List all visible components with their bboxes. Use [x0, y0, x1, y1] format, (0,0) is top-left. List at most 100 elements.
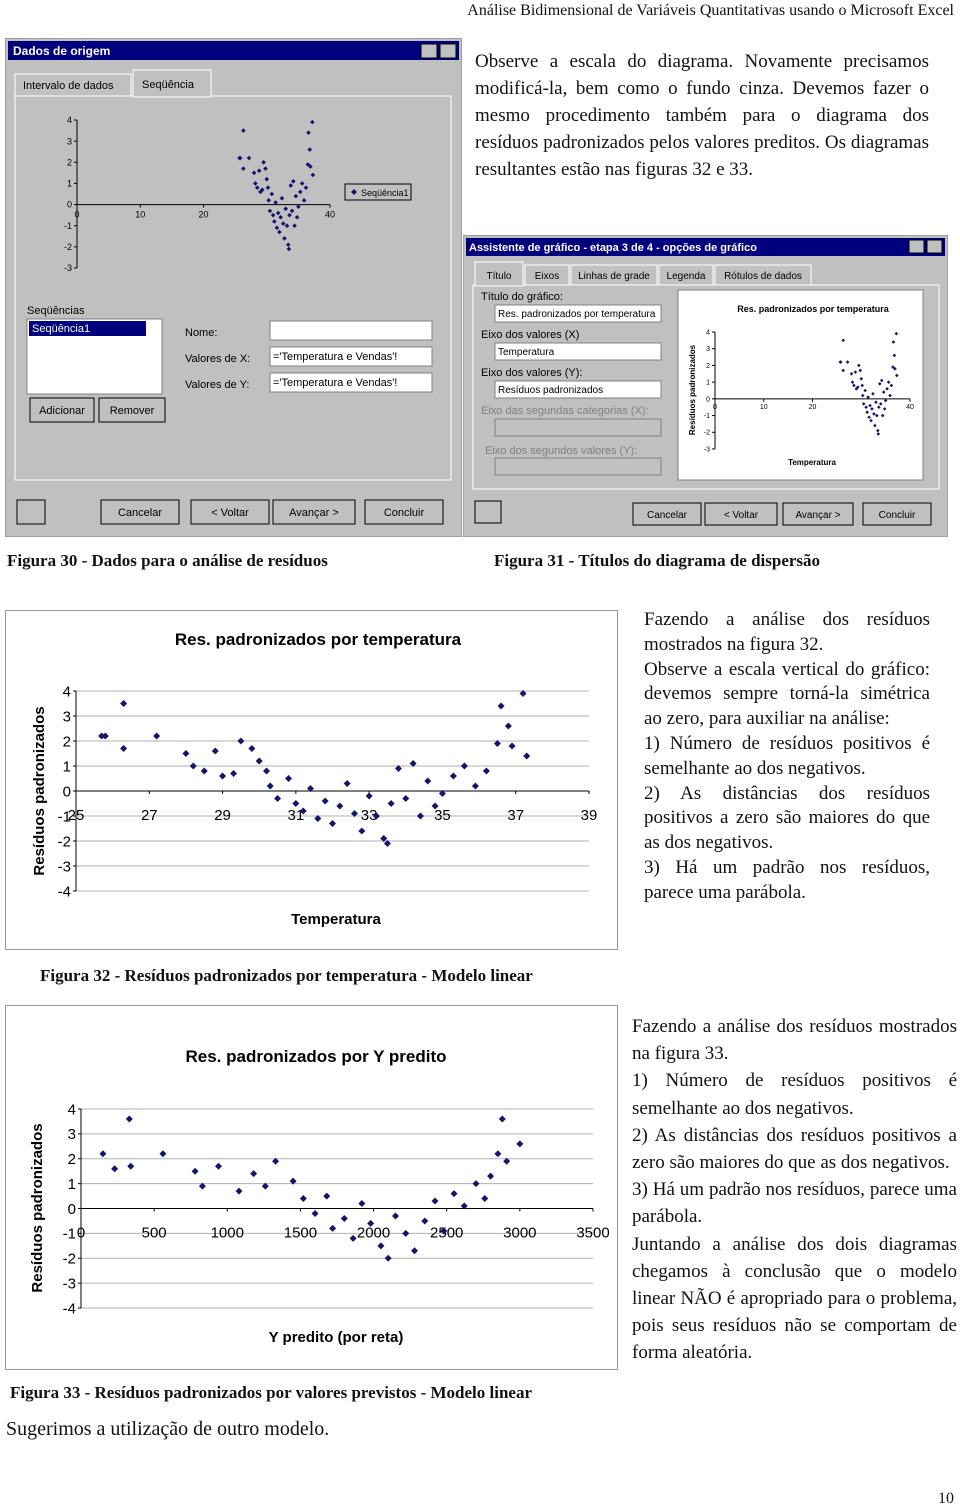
button[interactable]: [862, 502, 932, 526]
data-point: [235, 1187, 243, 1195]
tab-selected[interactable]: [474, 261, 524, 287]
help-button[interactable]: [908, 239, 925, 254]
data-point: [261, 1182, 269, 1190]
data-point: [336, 802, 344, 810]
data-point: [211, 747, 219, 755]
close-button[interactable]: [926, 239, 943, 254]
tab-label[interactable]: Intervalo de dados: [23, 80, 114, 92]
field-value[interactable]: Res. padronizados por temperatura: [498, 309, 656, 320]
y-tick-label: 2: [706, 363, 710, 370]
button[interactable]: [782, 502, 854, 526]
button-label[interactable]: Adicionar: [39, 405, 85, 417]
button-label[interactable]: Avançar >: [795, 510, 840, 521]
data-point: [358, 827, 366, 835]
data-point: [299, 181, 305, 186]
data-point: [274, 225, 280, 231]
data-point: [411, 1247, 419, 1255]
field-value[interactable]: Resíduos padronizados: [498, 385, 603, 396]
help-button[interactable]: [16, 499, 46, 525]
chart: Res. padronizados por Y predito Y predit…: [5, 1005, 618, 1370]
data-point: [270, 212, 276, 218]
input-field[interactable]: [269, 320, 433, 341]
tab-label[interactable]: Seqüência: [142, 79, 195, 91]
tab[interactable]: [570, 264, 658, 286]
button-label[interactable]: < Voltar: [724, 510, 759, 521]
chart-title: Res. padronizados por Y predito: [185, 1047, 446, 1066]
data-point: [286, 246, 292, 252]
data-point: [269, 191, 275, 197]
field-label-disabled: Eixo dos segundos valores (Y):: [485, 445, 637, 457]
button[interactable]: [632, 502, 702, 526]
data-point: [251, 170, 257, 176]
data-point: [307, 785, 315, 792]
data-point: [460, 1202, 468, 1210]
help-button[interactable]: [474, 500, 502, 524]
button[interactable]: [98, 397, 166, 423]
tab[interactable]: [524, 264, 570, 286]
data-point: [384, 1254, 392, 1262]
data-point: [101, 732, 109, 740]
data-point: [882, 407, 887, 411]
button-label[interactable]: Concluir: [384, 507, 425, 519]
y-tick-label: 4: [63, 683, 71, 700]
data-point: [253, 181, 258, 186]
button-label[interactable]: Concluir: [879, 510, 916, 521]
data-point: [881, 390, 886, 394]
x-tick-label: 500: [142, 1225, 167, 1242]
data-point: [343, 780, 351, 787]
list-item[interactable]: Seqüência1: [32, 323, 90, 335]
data-point: [416, 812, 424, 820]
close-button[interactable]: [439, 43, 457, 59]
tab-label[interactable]: Linhas de grade: [578, 271, 650, 282]
button-label[interactable]: Remover: [110, 405, 155, 417]
help-button[interactable]: [420, 43, 438, 59]
field-label: Seqüências: [27, 305, 85, 317]
field-value[interactable]: ='Temperatura e Vendas'!: [273, 351, 397, 363]
tab[interactable]: [14, 73, 132, 97]
tab[interactable]: [658, 264, 714, 286]
button[interactable]: [704, 502, 778, 526]
data-point: [880, 413, 885, 418]
button[interactable]: [190, 499, 270, 525]
data-point: [297, 189, 303, 195]
tab[interactable]: [714, 264, 812, 286]
field-value[interactable]: Temperatura: [498, 347, 555, 358]
input-field[interactable]: [269, 346, 433, 367]
input-field[interactable]: [494, 380, 662, 399]
input-field[interactable]: [269, 372, 433, 393]
list-selection[interactable]: [29, 321, 146, 336]
button[interactable]: [364, 499, 444, 525]
field-value[interactable]: ='Temperatura e Vendas'!: [273, 377, 397, 389]
chart-title: Res. padronizados por temperatura: [175, 630, 462, 649]
tab-label[interactable]: Título: [486, 271, 511, 282]
button-label[interactable]: Cancelar: [118, 507, 162, 519]
y-tick-label: -4: [63, 1300, 76, 1317]
tab-label[interactable]: Eixos: [535, 271, 559, 282]
button[interactable]: [100, 499, 180, 525]
data-point: [504, 722, 512, 730]
dialog: Dados de origem Intervalo de dados Seqüê…: [5, 38, 462, 537]
y-tick-label: 4: [68, 1101, 76, 1118]
button[interactable]: [29, 397, 95, 423]
tab-label[interactable]: Legenda: [667, 271, 706, 282]
y-axis-label: Resíduos padronizados: [31, 706, 48, 875]
data-point: [878, 402, 883, 406]
figure-caption: Figura 30 - Dados para o análise de resí…: [7, 551, 328, 570]
button-label[interactable]: < Voltar: [211, 507, 249, 519]
data-point: [377, 1242, 385, 1250]
data-point: [340, 1214, 348, 1222]
button-label[interactable]: Avançar >: [289, 507, 339, 519]
input-field[interactable]: [494, 304, 662, 323]
data-point: [99, 1150, 107, 1158]
data-point: [865, 410, 869, 415]
y-tick-label: 3: [706, 346, 710, 353]
tab-selected[interactable]: [132, 69, 212, 98]
button-label[interactable]: Cancelar: [647, 510, 688, 521]
data-point: [237, 737, 245, 745]
legend-label: Seqüência1: [361, 188, 409, 198]
tab-label[interactable]: Rótulos de dados: [724, 271, 802, 282]
input-field[interactable]: [494, 342, 662, 361]
data-point: [266, 782, 274, 790]
button[interactable]: [272, 499, 356, 525]
data-point: [494, 1150, 502, 1158]
